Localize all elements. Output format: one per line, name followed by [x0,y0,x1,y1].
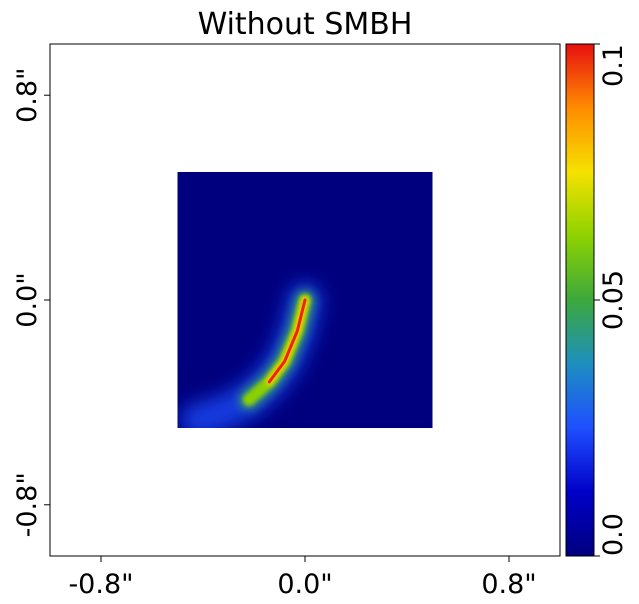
colorbar-ticks: 0.0 0.05 0.1 [594,43,629,557]
colorbar-tick-label: 0.1 [598,44,629,87]
x-axis: -0.8" 0.0" 0.8" [68,556,537,600]
y-axis: -0.8" 0.0" 0.8" [12,68,50,537]
x-tick-label: 0.0" [277,569,332,600]
colorbar: 0.0 0.05 0.1 [565,43,629,557]
heatmap-image [177,172,433,428]
x-tick-label: 0.8" [481,569,536,600]
y-tick-label: 0.8" [12,68,43,123]
chart-title: Without SMBH [198,7,413,42]
colorbar-tick-label: 0.0 [598,513,629,556]
arc-peak [267,298,307,384]
y-tick-label: -0.8" [12,472,43,537]
x-tick-label: -0.8" [68,569,133,600]
colorbar-tick-label: 0.05 [598,270,629,330]
colorbar-gradient [565,43,595,557]
y-tick-label: 0.0" [12,272,43,327]
plot-area: -0.8" 0.0" 0.8" -0.8" 0.0" 0.8" [12,43,561,600]
